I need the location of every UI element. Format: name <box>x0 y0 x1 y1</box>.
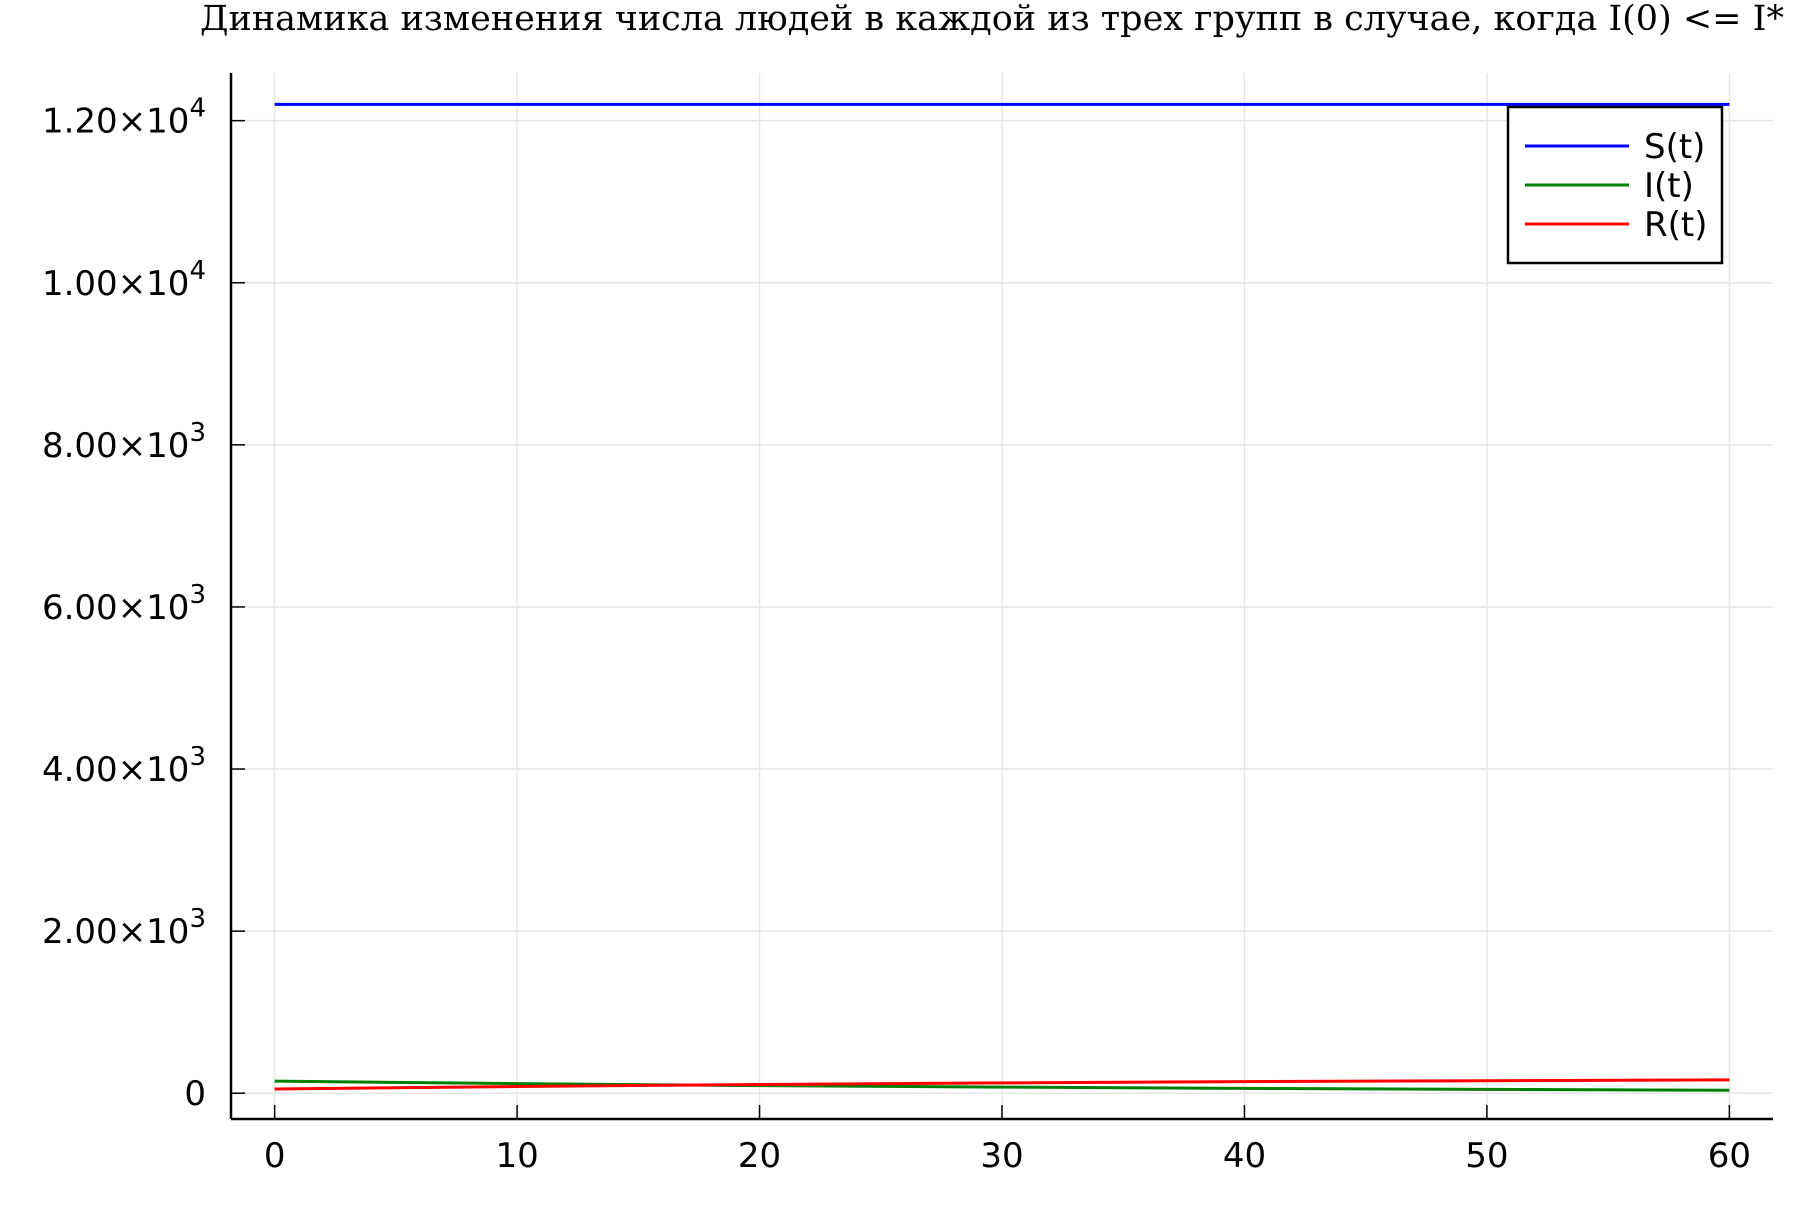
x-tick-label: 20 <box>738 1136 781 1176</box>
series-lines <box>274 102 1730 1092</box>
y-tick-label: 0 <box>184 1074 206 1114</box>
y-tick-label: 4.00×103 <box>42 742 206 790</box>
series-line <box>274 1078 1730 1091</box>
x-tick-label: 50 <box>1465 1136 1508 1176</box>
legend-label: S(t) <box>1644 127 1705 167</box>
x-tick-label: 60 <box>1708 1136 1751 1176</box>
y-tick-label: 6.00×103 <box>42 580 206 628</box>
y-tick-label: 1.20×104 <box>42 94 206 142</box>
legend-label: R(t) <box>1644 205 1707 245</box>
legend-label: I(t) <box>1644 166 1694 206</box>
legend: S(t)I(t)R(t) <box>1506 105 1724 265</box>
chart-title: Динамика изменения числа людей в каждой … <box>200 0 1784 39</box>
x-tick-label: 40 <box>1223 1136 1266 1176</box>
x-tick-label: 30 <box>980 1136 1023 1176</box>
series-line <box>274 1079 1730 1092</box>
x-tick-label: 0 <box>264 1136 286 1176</box>
axes: 0 10 20 30 40 50 60 0 2.00×103 4.00×103 6.00×103 8.… <box>42 73 1773 1176</box>
y-tick-label: 1.00×104 <box>42 256 206 304</box>
x-tick-label: 10 <box>495 1136 538 1176</box>
y-tick-label: 8.00×103 <box>42 418 206 466</box>
y-tick-label: 2.00×103 <box>42 904 206 952</box>
